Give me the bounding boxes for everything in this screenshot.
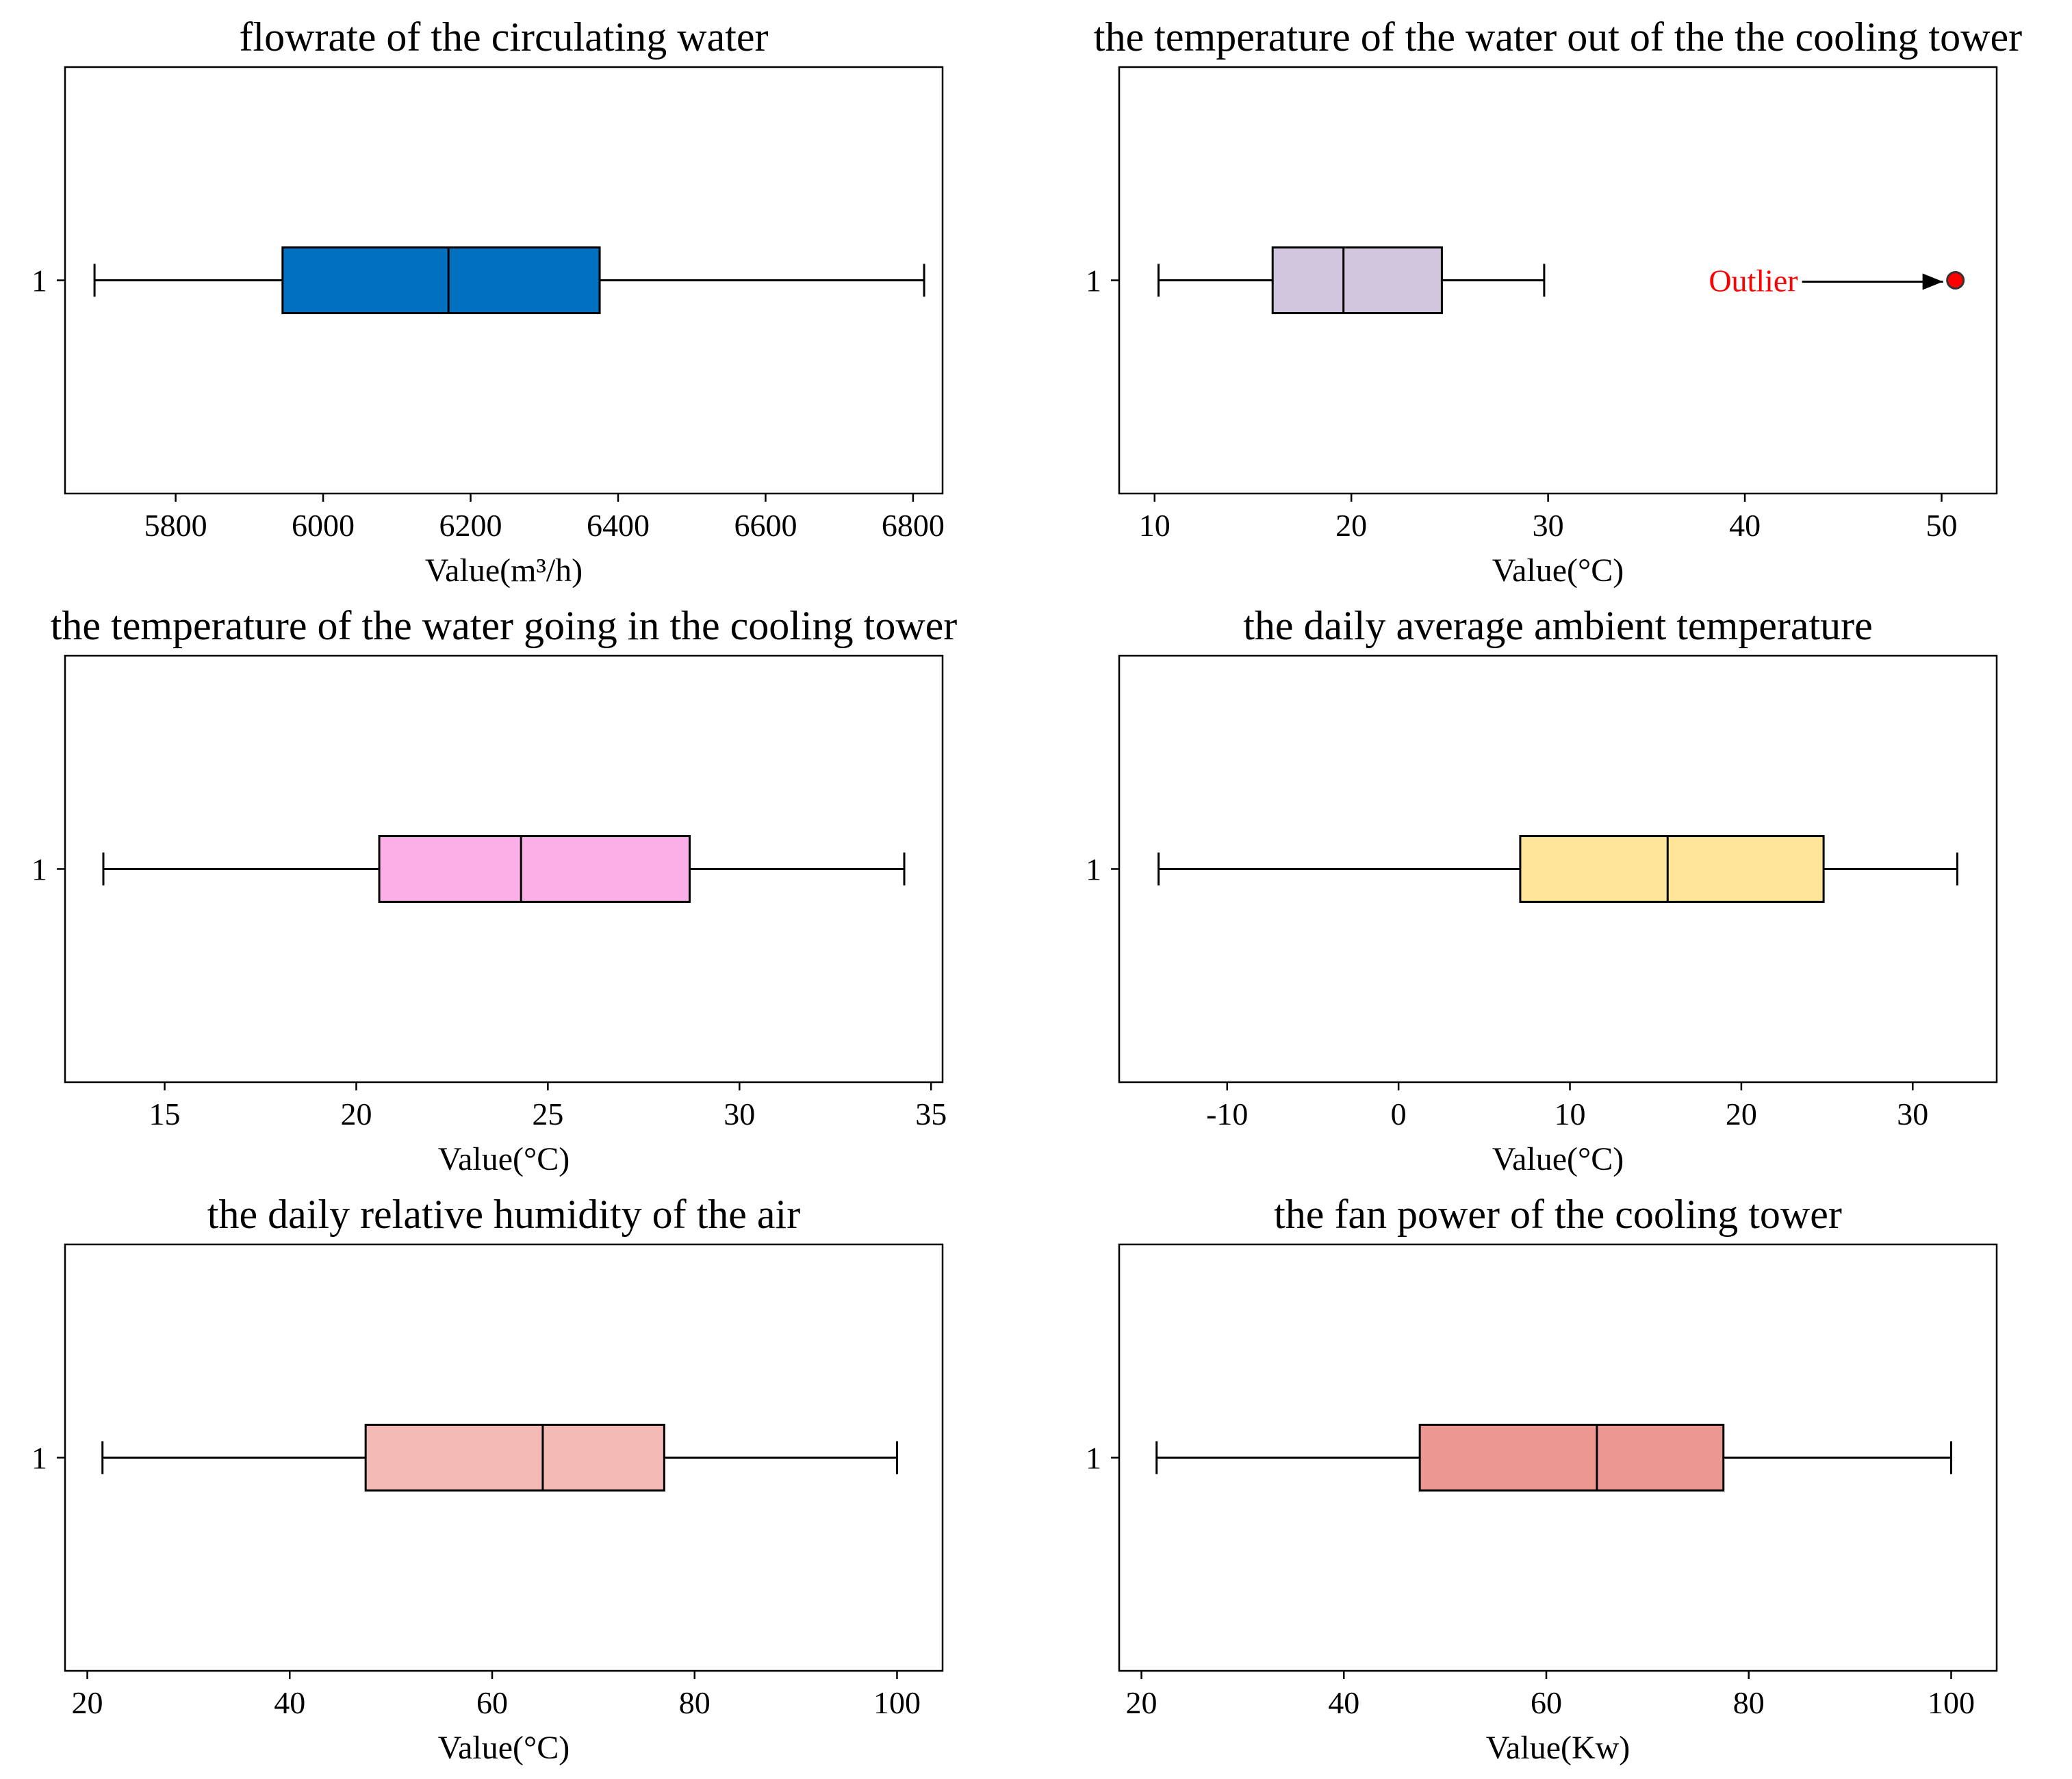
x-tick-label: 6600 (734, 508, 797, 543)
y-tick-label: 1 (1086, 264, 1101, 298)
boxplot-panel-5: the daily relative humidity of the air 20… (31, 1192, 944, 1766)
x-tick-label: 40 (1729, 508, 1761, 543)
x-tick-label: 20 (1726, 1097, 1757, 1131)
x-tick-label: 6200 (439, 508, 502, 543)
chart-title: the fan power of the cooling tower (1274, 1192, 1842, 1237)
x-tick-label: 30 (724, 1097, 755, 1131)
x-tick-label: 25 (532, 1097, 563, 1131)
x-tick-label: 6000 (292, 508, 355, 543)
boxplot-panel-1: flowrate of the circulating water 5800 600… (31, 14, 945, 589)
x-tick-label: 10 (1139, 508, 1171, 543)
boxplot-panel-4: the daily average ambient temperature -10… (1086, 603, 1998, 1177)
x-tick-label: 6400 (587, 508, 650, 543)
x-tick-label: 10 (1555, 1097, 1586, 1131)
x-tick-label: 30 (1897, 1097, 1928, 1131)
boxplot-panel-2: the temperature of the water out of the … (1086, 14, 2022, 589)
iqr-box (364, 1424, 665, 1492)
x-tick-label: 100 (1928, 1685, 1975, 1720)
outlier-point (1946, 271, 1965, 290)
x-tick-label: 35 (915, 1097, 947, 1131)
y-tick-label: 1 (1086, 1441, 1101, 1476)
x-tick-label: 5800 (144, 508, 207, 543)
x-tick-label: 40 (274, 1685, 305, 1720)
chart-title: the daily average ambient temperature (1243, 603, 1873, 648)
x-tick-label: -10 (1206, 1097, 1248, 1131)
chart-title: the temperature of the water going in th… (51, 603, 958, 648)
x-tick-label: 60 (1531, 1685, 1562, 1720)
y-tick-label: 1 (31, 264, 47, 298)
x-axis-label: Value(Kw) (1486, 1730, 1630, 1766)
x-tick-label: 20 (1126, 1685, 1157, 1720)
x-axis-label: Value(m³/h) (425, 552, 583, 589)
x-axis-label: Value(°C) (1492, 552, 1624, 589)
boxplot-panel-6: the fan power of the cooling tower 20 40 60… (1086, 1192, 1998, 1766)
y-tick-label: 1 (31, 852, 47, 887)
outlier-annotation-label: Outlier (1709, 264, 1798, 298)
x-tick-label: 20 (340, 1097, 372, 1131)
y-tick-label: 1 (31, 1441, 47, 1476)
x-tick-label: 80 (679, 1685, 711, 1720)
x-tick-label: 100 (873, 1685, 921, 1720)
x-tick-label: 6800 (882, 508, 945, 543)
x-tick-label: 20 (1335, 508, 1367, 543)
iqr-box (1271, 246, 1443, 314)
chart-title: flowrate of the circulating water (240, 14, 769, 60)
x-tick-label: 60 (476, 1685, 508, 1720)
iqr-box (1519, 835, 1825, 903)
boxplot-panel-3: the temperature of the water going in th… (31, 603, 957, 1177)
x-tick-label: 15 (149, 1097, 181, 1131)
chart-title: the temperature of the water out of the … (1094, 14, 2022, 60)
x-axis-label: Value(°C) (438, 1730, 570, 1766)
chart-title: the daily relative humidity of the air (207, 1192, 800, 1237)
x-tick-label: 40 (1328, 1685, 1359, 1720)
x-tick-label: 20 (72, 1685, 103, 1720)
x-axis-label: Value(°C) (438, 1141, 570, 1177)
iqr-box (281, 246, 601, 314)
x-tick-label: 0 (1391, 1097, 1407, 1131)
iqr-box (1418, 1424, 1725, 1492)
x-axis-label: Value(°C) (1492, 1141, 1624, 1177)
x-tick-label: 80 (1733, 1685, 1765, 1720)
y-tick-label: 1 (1086, 852, 1101, 887)
iqr-box (378, 835, 691, 903)
x-tick-label: 30 (1533, 508, 1564, 543)
x-tick-label: 50 (1926, 508, 1958, 543)
